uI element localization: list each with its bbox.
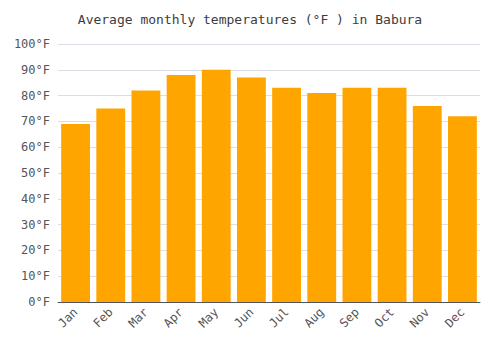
svg-text:30°F: 30°F (21, 218, 50, 232)
svg-text:Mar: Mar (126, 305, 151, 330)
svg-text:Jun: Jun (231, 305, 256, 330)
svg-text:60°F: 60°F (21, 140, 50, 154)
svg-text:Aug: Aug (301, 305, 326, 330)
svg-text:Jan: Jan (55, 305, 80, 330)
svg-text:20°F: 20°F (21, 243, 50, 257)
svg-text:40°F: 40°F (21, 192, 50, 206)
svg-text:80°F: 80°F (21, 89, 50, 103)
svg-text:70°F: 70°F (21, 114, 50, 128)
svg-text:Feb: Feb (90, 305, 115, 330)
svg-text:Oct: Oct (372, 305, 397, 330)
svg-text:50°F: 50°F (21, 166, 50, 180)
svg-text:Nov: Nov (407, 305, 432, 330)
svg-text:100°F: 100°F (14, 37, 50, 51)
svg-text:Apr: Apr (161, 305, 186, 330)
svg-text:0°F: 0°F (28, 295, 50, 309)
svg-text:Average monthly temperatures (: Average monthly temperatures (°F ) in Ba… (78, 12, 422, 27)
svg-text:Sep: Sep (337, 305, 362, 330)
svg-text:Dec: Dec (442, 305, 467, 330)
svg-text:May: May (196, 305, 221, 330)
svg-text:Jul: Jul (266, 305, 291, 330)
svg-text:10°F: 10°F (21, 269, 50, 283)
svg-text:90°F: 90°F (21, 63, 50, 77)
